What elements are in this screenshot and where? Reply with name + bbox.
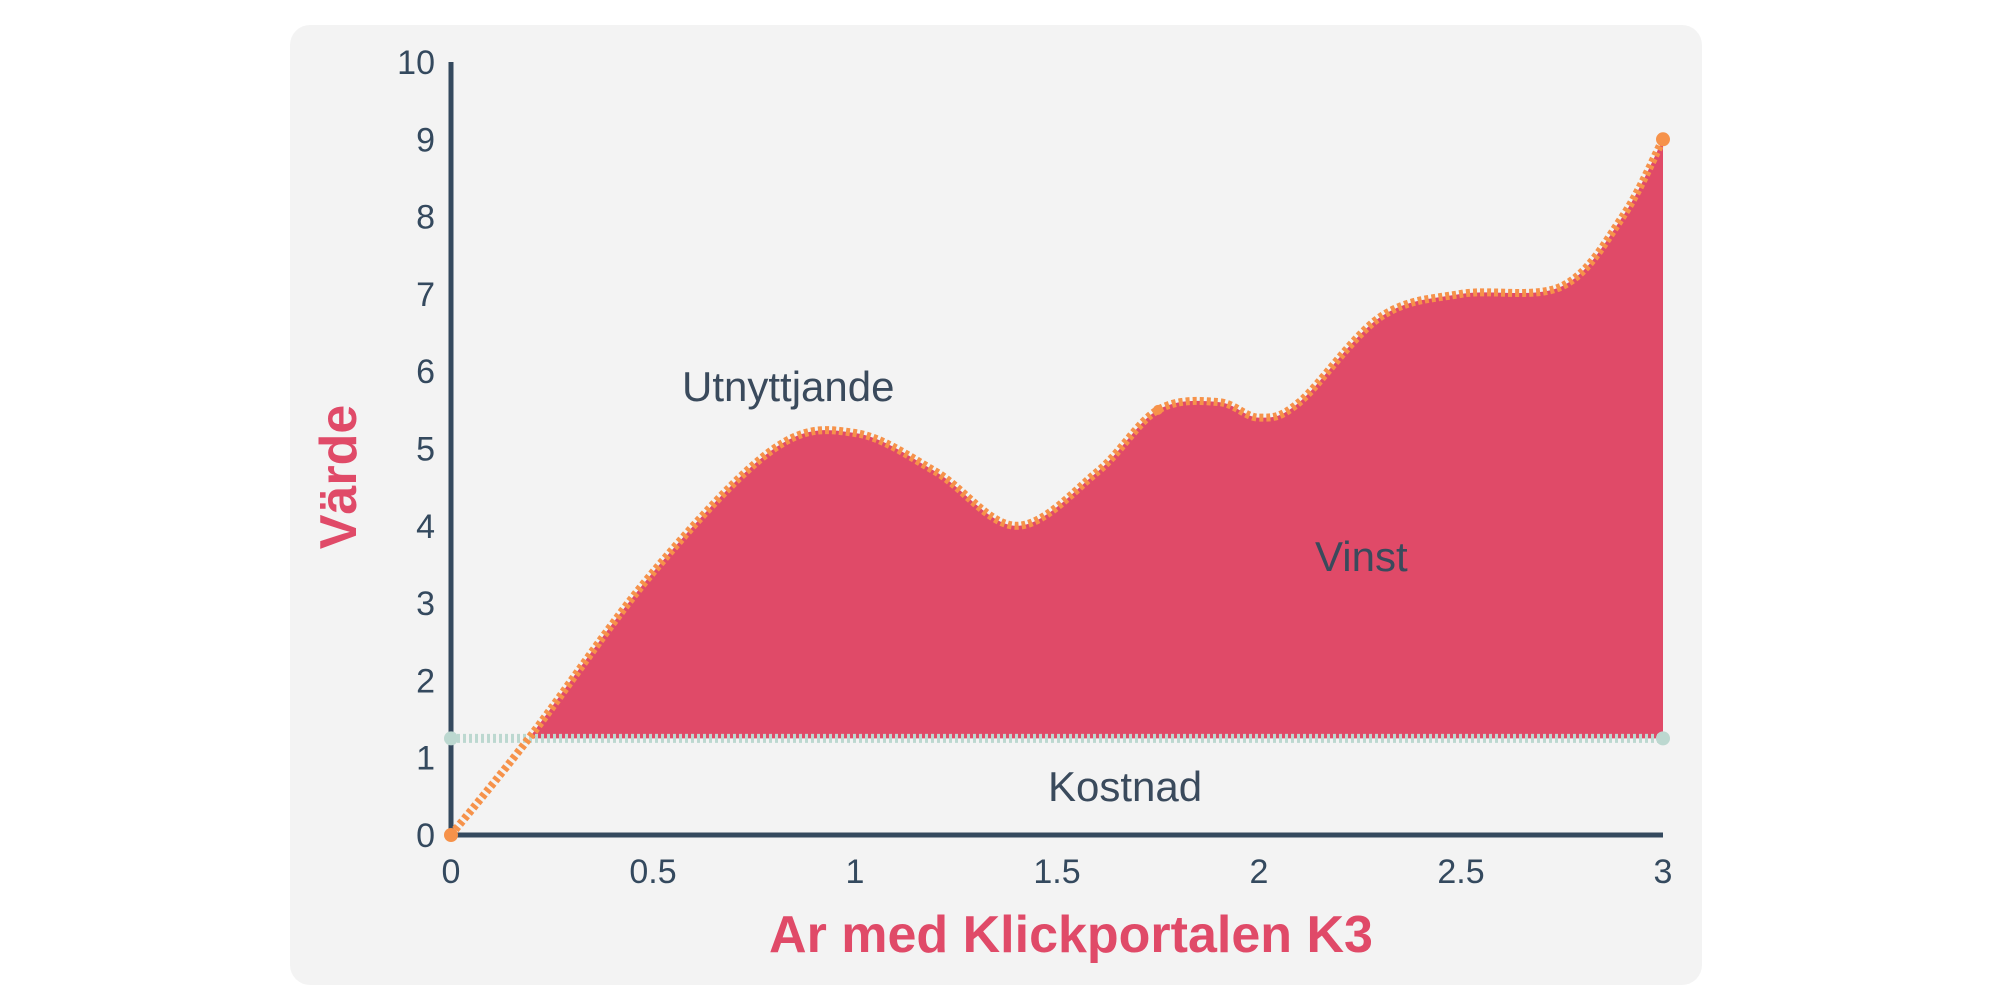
x-tick-label: 0 xyxy=(442,853,461,891)
point-utnyttjande-end xyxy=(1656,132,1670,147)
y-tick-label: 5 xyxy=(416,431,435,469)
x-tick-label: 2.5 xyxy=(1437,853,1484,891)
chart-svg: 0 1 2 3 4 5 6 7 8 9 10 0 0.5 1 1.5 2 2.5 3 Utnyttjande Vi… xyxy=(310,44,1672,964)
point-kostnad-start xyxy=(444,731,458,746)
y-axis-title: Värde xyxy=(310,405,368,550)
x-axis-title: Ar med Klickportalen K3 xyxy=(769,906,1373,964)
chart-card: 0 1 2 3 4 5 6 7 8 9 10 0 0.5 1 1.5 2 2.5 3 Utnyttjande Vi… xyxy=(290,25,1702,985)
y-tick-label: 6 xyxy=(416,353,435,391)
y-tick-label: 1 xyxy=(416,740,435,778)
y-tick-label: 4 xyxy=(416,508,435,546)
y-tick-label: 8 xyxy=(416,199,435,237)
x-tick-label: 0.5 xyxy=(629,853,676,891)
annotation-kostnad: Kostnad xyxy=(1048,763,1202,810)
y-tick-label: 0 xyxy=(416,817,435,855)
marker-layer xyxy=(444,132,1670,842)
profit-area-layer xyxy=(531,139,1663,739)
y-tick-label: 7 xyxy=(416,276,435,314)
point-utnyttjande-start xyxy=(444,828,458,842)
axis-layer xyxy=(448,62,1663,838)
y-tick-label: 9 xyxy=(416,121,435,159)
x-tick-label: 3 xyxy=(1654,853,1673,891)
annotation-utnyttjande: Utnyttjande xyxy=(682,363,894,410)
x-tick-label: 2 xyxy=(1250,853,1269,891)
y-tick-label: 3 xyxy=(416,585,435,623)
tick-label-layer: 0 1 2 3 4 5 6 7 8 9 10 0 0.5 1 1.5 2 2.5 3 xyxy=(397,44,1672,891)
y-tick-label: 10 xyxy=(397,44,435,82)
annotation-vinst: Vinst xyxy=(1315,533,1408,580)
series-line-layer xyxy=(447,137,1667,838)
point-utnyttjande-mid xyxy=(1153,404,1163,415)
y-tick-label: 2 xyxy=(416,662,435,700)
x-tick-label: 1 xyxy=(846,853,865,891)
profit-area xyxy=(531,139,1663,739)
x-tick-label: 1.5 xyxy=(1033,853,1080,891)
series-line-utnyttjande xyxy=(447,137,1667,838)
point-kostnad-end xyxy=(1656,731,1670,746)
